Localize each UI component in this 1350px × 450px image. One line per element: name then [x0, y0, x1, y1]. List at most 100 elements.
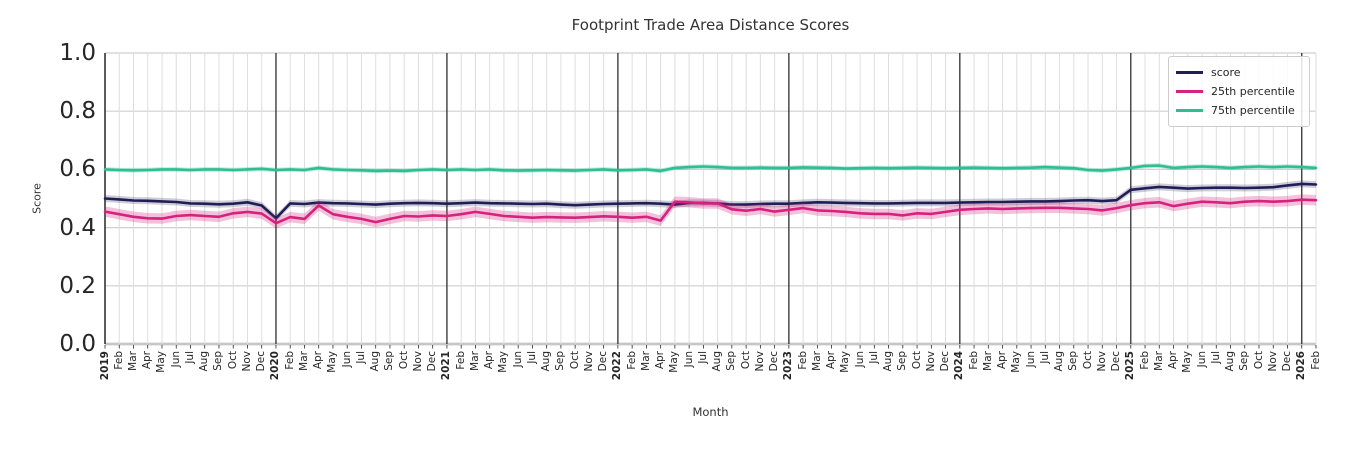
x-tick-label: Jun — [853, 351, 866, 368]
x-tick-label: Oct — [568, 351, 581, 370]
legend-item-75th-percentile: 75th percentile — [1176, 101, 1301, 120]
x-tick-label: Oct — [1081, 351, 1094, 370]
x-tick-label: Mar — [1152, 351, 1165, 371]
x-tick-label: Mar — [297, 351, 310, 371]
x-tick-label: Nov — [753, 351, 766, 372]
x-tick-label: Dec — [255, 351, 268, 372]
x-tick-label: Mar — [126, 351, 139, 371]
x-tick-label: Aug — [1053, 351, 1066, 372]
x-tick-label: Jul — [1038, 351, 1051, 364]
x-tick-label: Feb — [625, 351, 638, 370]
x-tick-label: 2019 — [98, 351, 111, 381]
legend-item-25th-percentile: 25th percentile — [1176, 82, 1301, 101]
x-tick-label: Aug — [1224, 351, 1237, 372]
x-tick-label: Feb — [454, 351, 467, 370]
x-tick-label: 2023 — [782, 351, 795, 381]
x-tick-label: Feb — [796, 351, 809, 370]
x-tick-label: Nov — [1266, 351, 1279, 372]
x-axis-label: Month — [692, 405, 729, 419]
x-tick-label: Sep — [896, 351, 909, 371]
x-tick-label: Aug — [882, 351, 895, 372]
x-tick-label: 2025 — [1124, 351, 1137, 381]
x-tick-label: Feb — [1309, 351, 1322, 370]
x-tick-label: Jul — [525, 351, 538, 364]
x-tick-label: Jul — [1209, 351, 1222, 364]
x-tick-label: Oct — [910, 351, 923, 370]
x-tick-label: Oct — [397, 351, 410, 370]
x-tick-label: 2021 — [440, 351, 453, 381]
x-tick-label: Jul — [354, 351, 367, 364]
x-tick-label: Apr — [825, 351, 838, 370]
x-tick-label: Oct — [739, 351, 752, 370]
x-tick-label: Apr — [996, 351, 1009, 370]
x-tick-label: Feb — [283, 351, 296, 370]
x-tick-label: Feb — [112, 351, 125, 370]
x-tick-label: Dec — [939, 351, 952, 372]
x-tick-label: 2020 — [269, 351, 282, 381]
x-tick-label: May — [497, 351, 510, 373]
x-tick-label: Mar — [639, 351, 652, 371]
x-tick-label: Jun — [511, 351, 524, 368]
x-tick-label: 2022 — [611, 351, 624, 381]
x-tick-label: Oct — [1252, 351, 1265, 370]
x-tick-label: Nov — [924, 351, 937, 372]
x-tick-label: Mar — [981, 351, 994, 371]
x-tick-label: Nov — [582, 351, 595, 372]
x-tick-label: Jul — [183, 351, 196, 364]
x-tick-label: Sep — [212, 351, 225, 371]
y-tick-label: 0.2 — [59, 272, 96, 299]
x-tick-label: Dec — [1281, 351, 1293, 372]
x-tick-label: Aug — [198, 351, 211, 372]
x-tick-label: Sep — [1067, 351, 1080, 371]
x-tick-label: Apr — [1167, 351, 1180, 370]
x-tick-label: Jun — [340, 351, 353, 368]
x-tick-label: Dec — [768, 351, 781, 372]
x-tick-label: Aug — [711, 351, 724, 372]
x-tick-label: Dec — [597, 351, 610, 372]
x-tick-label: Nov — [411, 351, 424, 372]
legend-label-score: score — [1211, 66, 1241, 79]
x-tick-label: Aug — [369, 351, 382, 372]
x-tick-label: Jun — [1195, 351, 1208, 368]
x-tick-label: Feb — [1138, 351, 1151, 370]
legend-swatch-score — [1176, 71, 1203, 74]
x-tick-label: Nov — [240, 351, 253, 372]
y-tick-label: 0.4 — [59, 214, 96, 241]
legend-swatch-75th-percentile — [1176, 109, 1203, 112]
x-tick-label: Mar — [468, 351, 481, 371]
x-tick-label: May — [839, 351, 852, 373]
x-tick-label: Apr — [483, 351, 496, 370]
legend-label-25th-percentile: 25th percentile — [1211, 85, 1295, 98]
x-tick-label: Feb — [967, 351, 980, 370]
x-tick-label: Apr — [312, 351, 325, 370]
x-tick-label: 2026 — [1295, 351, 1308, 381]
x-tick-label: May — [155, 351, 168, 373]
x-tick-label: May — [668, 351, 681, 373]
x-tick-label: Sep — [1238, 351, 1251, 371]
chart-title: Footprint Trade Area Distance Scores — [571, 16, 850, 34]
legend-label-75th-percentile: 75th percentile — [1211, 104, 1295, 117]
x-tick-label: Nov — [1095, 351, 1108, 372]
x-tick-label: Dec — [426, 351, 439, 372]
y-tick-label: 0.0 — [59, 331, 96, 357]
x-tick-label: Aug — [540, 351, 553, 372]
x-tick-label: Sep — [725, 351, 738, 371]
x-tick-label: Jun — [1024, 351, 1037, 368]
legend-item-score: score — [1176, 63, 1301, 82]
x-tick-label: Jul — [867, 351, 880, 364]
legend-swatch-25th-percentile — [1176, 90, 1203, 93]
x-tick-label: Apr — [654, 351, 667, 370]
x-tick-label: May — [1010, 351, 1023, 373]
x-tick-label: Jun — [169, 351, 182, 368]
legend: score 25th percentile 75th percentile — [1168, 56, 1310, 127]
y-tick-label: 0.6 — [59, 156, 96, 183]
x-tick-label: Dec — [1110, 351, 1123, 372]
x-tick-label: 2024 — [953, 351, 966, 381]
x-tick-label: Apr — [141, 351, 154, 370]
x-tick-label: Sep — [554, 351, 567, 371]
x-tick-label: May — [1181, 351, 1194, 373]
x-tick-label: May — [326, 351, 339, 373]
x-tick-label: Sep — [383, 351, 396, 371]
